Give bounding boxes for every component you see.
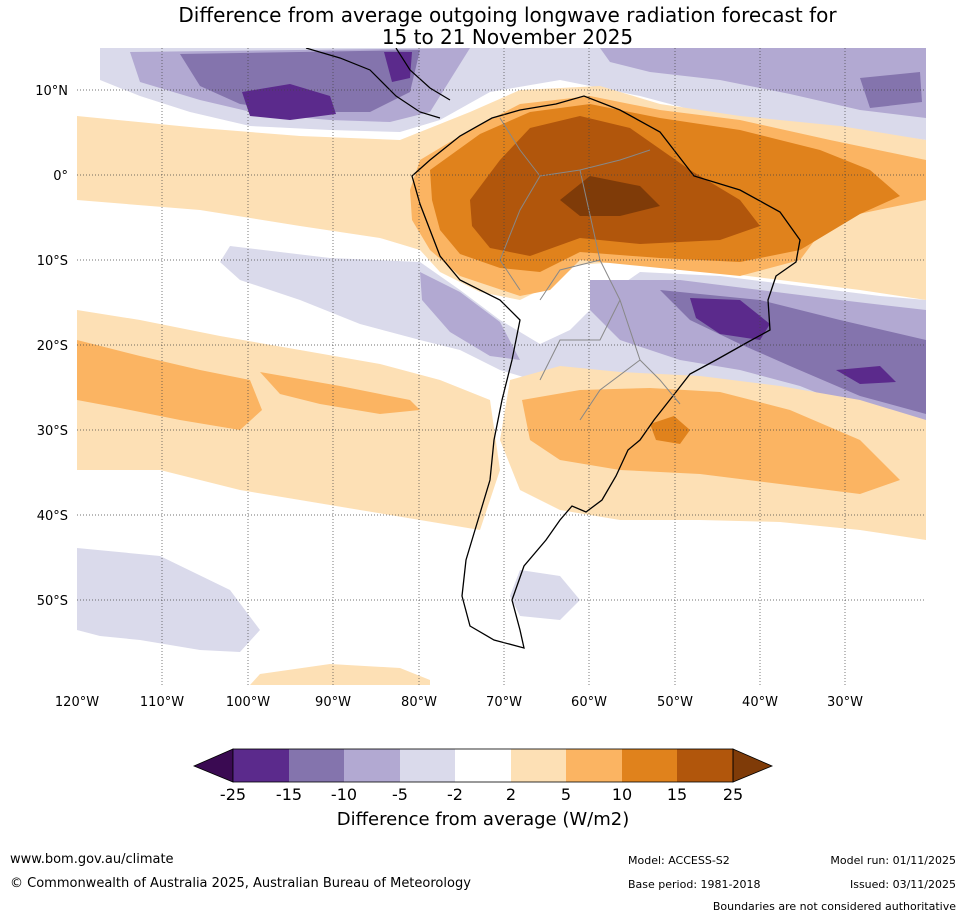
lat-label: 40°S bbox=[37, 509, 68, 524]
anomaly-south-mid-purple-2 bbox=[590, 280, 926, 430]
lon-label: 40°W bbox=[742, 695, 778, 710]
anomaly-north-darkest-purple bbox=[242, 84, 336, 120]
anomaly-equatorial-darkest-brown bbox=[560, 176, 660, 216]
latitude-labels: 10°N 0° 10°S 20°S 30°S 40°S 50°S bbox=[35, 84, 68, 609]
title-line-1: Difference from average outgoing longwav… bbox=[178, 3, 837, 27]
colorbar-tick: 25 bbox=[723, 785, 743, 804]
copyright-text: © Commonwealth of Australia 2025, Austra… bbox=[10, 876, 471, 891]
colorbar-extend-high bbox=[732, 748, 774, 783]
colorbar-segment bbox=[455, 749, 511, 782]
lat-label: 50°S bbox=[37, 594, 68, 609]
colorbar-tick: -25 bbox=[220, 785, 246, 804]
boundaries-disclaimer: Boundaries are not considered authoritat… bbox=[712, 900, 956, 913]
lon-label: 100°W bbox=[226, 695, 270, 710]
colorbar-tick: 10 bbox=[612, 785, 632, 804]
anomaly-north-darkest-purple-2 bbox=[384, 52, 412, 82]
anomaly-south-darkest-purple-2 bbox=[836, 366, 896, 384]
colorbar-segment bbox=[677, 749, 733, 782]
lon-label: 70°W bbox=[486, 695, 522, 710]
colorbar-extend-low bbox=[192, 748, 234, 783]
colorbar-segment bbox=[511, 749, 566, 782]
lon-label: 30°W bbox=[827, 695, 863, 710]
anomaly-north-purple-2 bbox=[600, 48, 926, 118]
colorbar-tick: 5 bbox=[561, 785, 571, 804]
colorbar-tick: -15 bbox=[276, 785, 302, 804]
anomaly-south-darkest-purple bbox=[690, 298, 770, 340]
anomaly-south-pacific-light-purple bbox=[77, 548, 260, 652]
colorbar-title: Difference from average (W/m2) bbox=[337, 809, 629, 830]
anomaly-southwest-light-orange bbox=[77, 310, 500, 530]
colorbar-frame bbox=[232, 748, 734, 783]
issued-date: Issued: 03/11/2025 bbox=[849, 878, 956, 891]
anomaly-southwest-orange-2 bbox=[260, 372, 420, 414]
colorbar-segment bbox=[566, 749, 622, 782]
lon-label: 80°W bbox=[401, 695, 437, 710]
longitude-labels: 120°W 110°W 100°W 90°W 80°W 70°W 60°W 50… bbox=[55, 695, 863, 710]
south-america-coastline bbox=[411, 95, 801, 649]
map-area bbox=[77, 48, 926, 685]
colorbar-tick: -2 bbox=[447, 785, 463, 804]
colorbar: -25 -15 -10 -5 -2 2 5 10 15 25 Differenc… bbox=[192, 748, 774, 830]
map-title: Difference from average outgoing longwav… bbox=[0, 4, 965, 48]
title-line-2: 15 to 21 November 2025 bbox=[381, 25, 634, 49]
lon-label: 50°W bbox=[657, 695, 693, 710]
anomaly-south-mid-purple bbox=[420, 272, 520, 360]
model-run: Model run: 01/11/2025 bbox=[830, 854, 956, 867]
colorbar-segment bbox=[622, 749, 677, 782]
anomaly-southeast-orange bbox=[522, 388, 900, 494]
base-period: Base period: 1981-2018 bbox=[628, 878, 761, 891]
colorbar-segment bbox=[289, 749, 344, 782]
colorbar-tick: 2 bbox=[506, 785, 516, 804]
anomaly-south-atlantic-light-purple bbox=[510, 570, 580, 620]
lat-label: 0° bbox=[53, 169, 68, 184]
anomaly-southwest-orange bbox=[77, 340, 262, 430]
lat-label: 10°S bbox=[37, 254, 68, 269]
lon-label: 90°W bbox=[315, 695, 351, 710]
anomaly-south-light-orange-strip bbox=[250, 664, 430, 685]
colorbar-segment bbox=[344, 749, 400, 782]
colorbar-tick: -10 bbox=[331, 785, 357, 804]
lon-label: 60°W bbox=[571, 695, 607, 710]
lon-label: 110°W bbox=[140, 695, 184, 710]
lat-label: 20°S bbox=[37, 339, 68, 354]
colorbar-segment bbox=[233, 749, 289, 782]
website-link[interactable]: www.bom.gov.au/climate bbox=[10, 852, 174, 867]
anomaly-southeast-dark-orange bbox=[650, 416, 690, 444]
country-borders bbox=[499, 117, 681, 421]
model-name: Model: ACCESS-S2 bbox=[628, 854, 730, 867]
lon-label: 120°W bbox=[55, 695, 99, 710]
central-america-coastline bbox=[305, 48, 451, 119]
lat-label: 10°N bbox=[35, 84, 68, 99]
colorbar-segment bbox=[400, 749, 455, 782]
colorbar-tick: -5 bbox=[392, 785, 408, 804]
graticule bbox=[77, 48, 926, 685]
lat-label: 30°S bbox=[37, 424, 68, 439]
colorbar-tick: 15 bbox=[667, 785, 687, 804]
